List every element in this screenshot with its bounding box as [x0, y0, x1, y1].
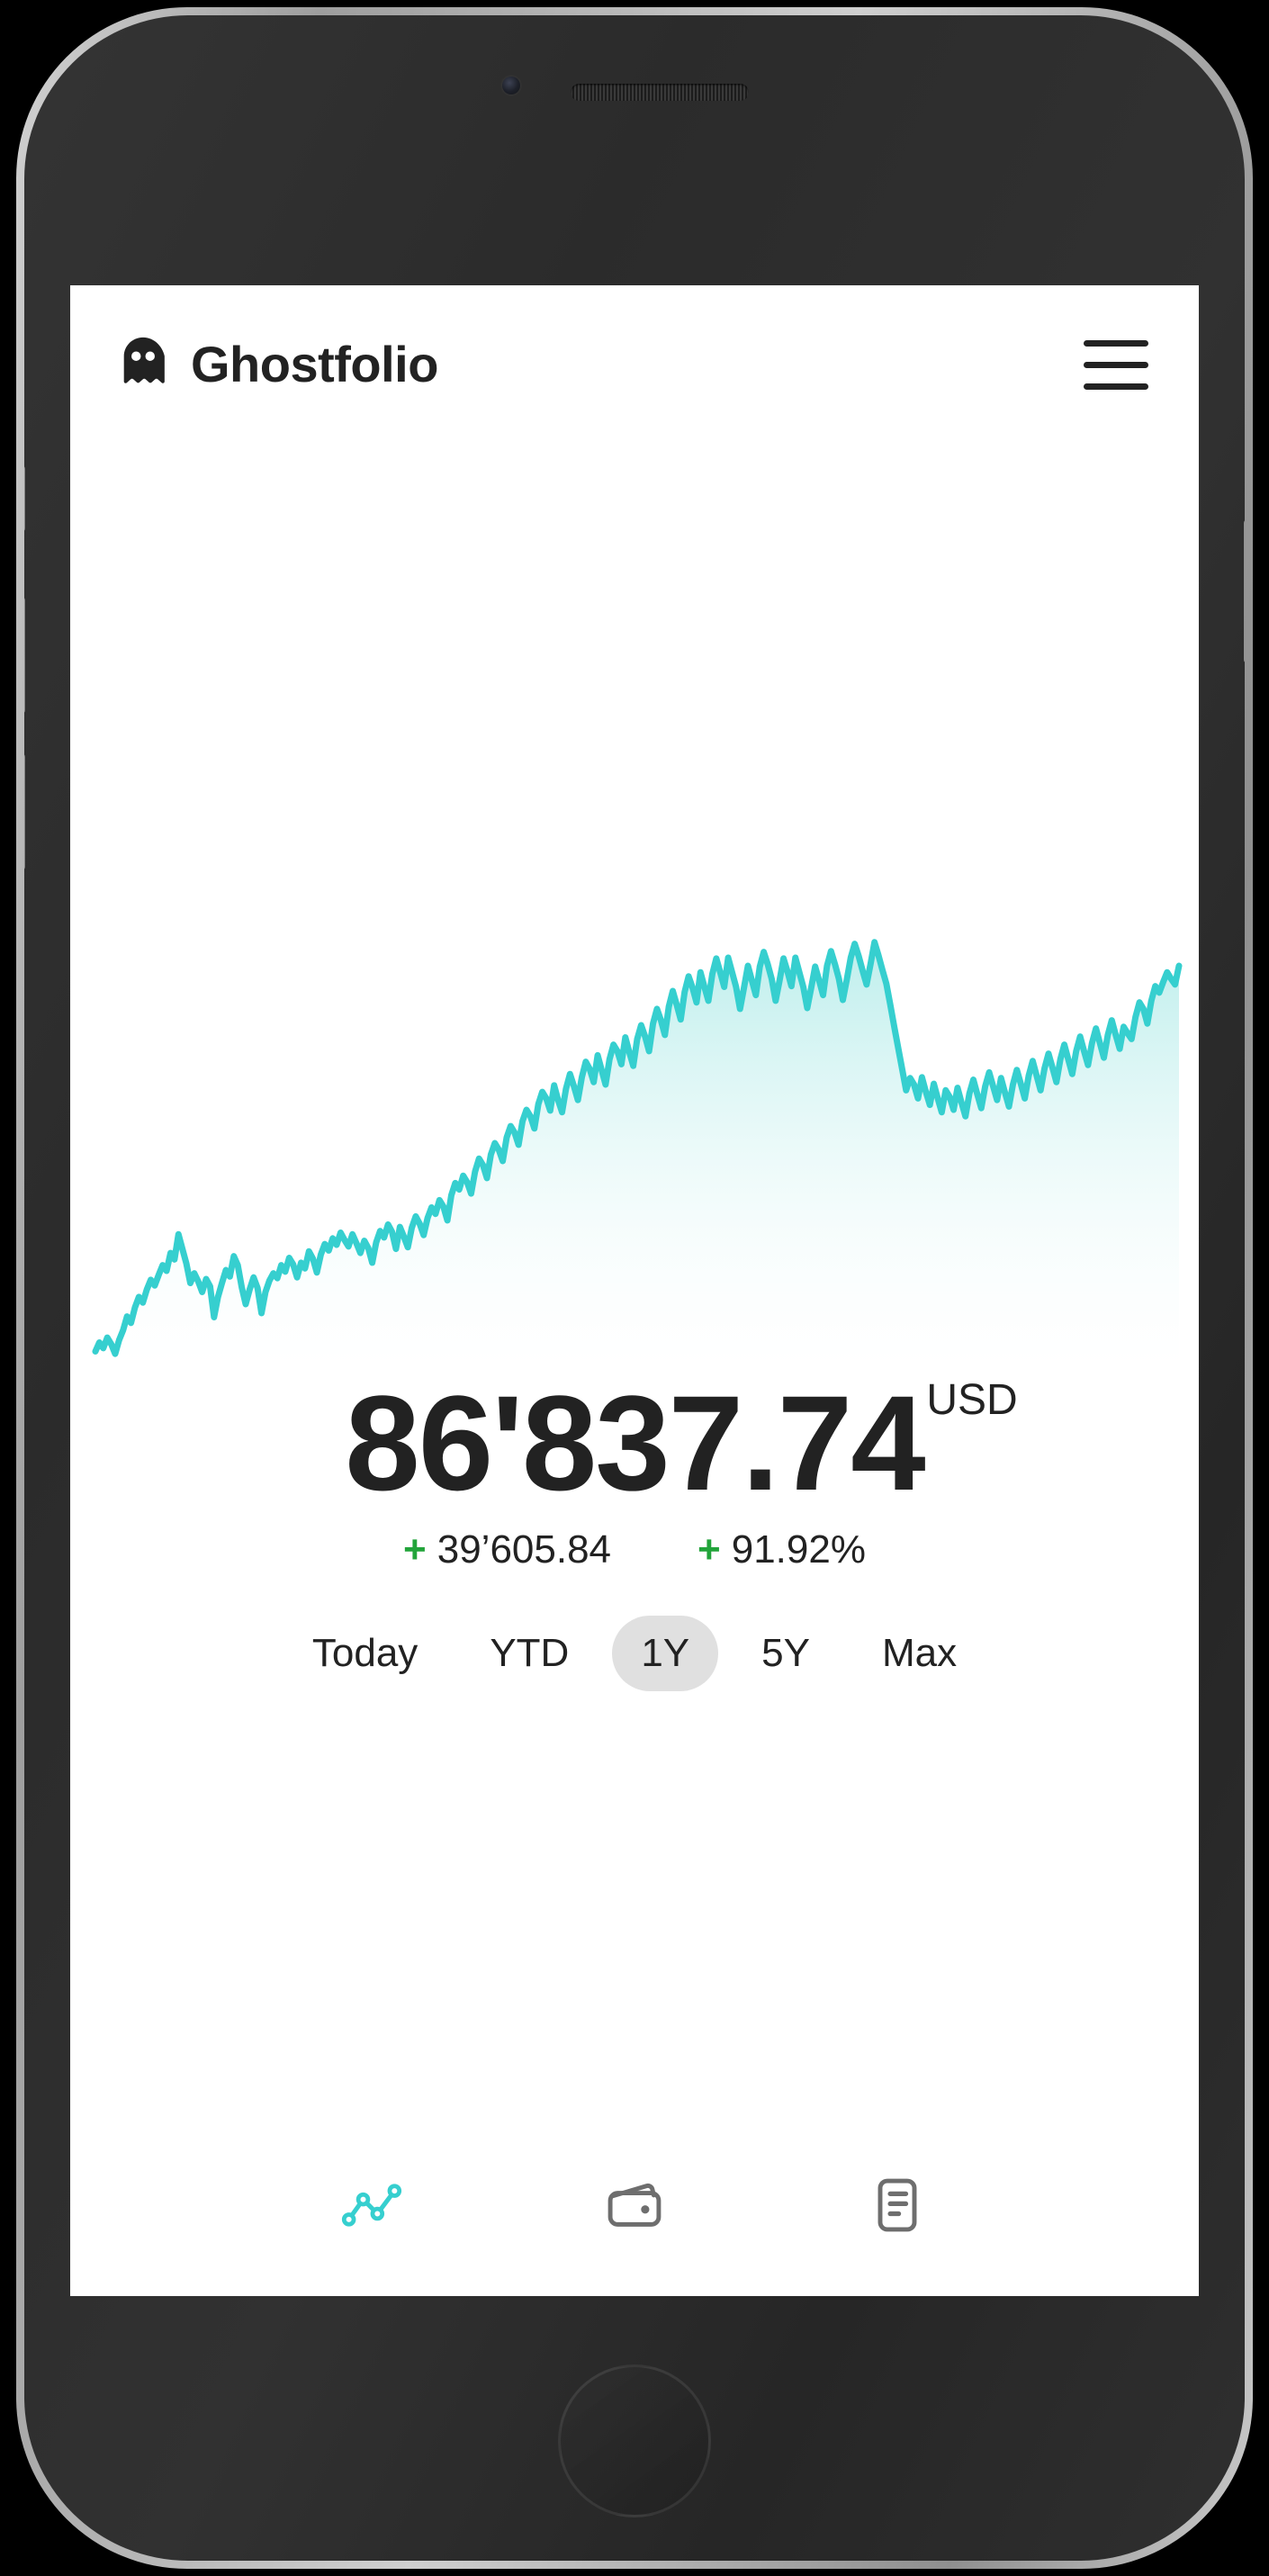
portfolio-value-number: 86'837.74 — [345, 1367, 925, 1518]
wallet-icon — [600, 2171, 669, 2242]
date-range-tabs: Today YTD 1Y 5Y Max — [70, 1616, 1199, 1692]
absolute-change: + 39’605.84 — [403, 1527, 611, 1572]
hamburger-menu-icon[interactable] — [1073, 321, 1159, 408]
volume-up-button[interactable] — [24, 597, 25, 714]
range-tab-today[interactable]: Today — [284, 1616, 446, 1691]
range-tab-1y[interactable]: 1Y — [612, 1616, 719, 1692]
menu-line-1 — [1084, 339, 1148, 347]
phone-outer-frame: Ghostfolio — [16, 7, 1253, 2569]
phone-screen: Ghostfolio — [70, 285, 1199, 2296]
percent-change-sign: + — [698, 1527, 721, 1572]
currency-label: USD — [926, 1376, 1018, 1424]
silent-switch-button[interactable] — [24, 465, 25, 532]
range-tab-max[interactable]: Max — [853, 1616, 986, 1691]
ghostfolio-app: Ghostfolio — [70, 285, 1199, 2296]
camera-icon — [502, 77, 520, 95]
portfolio-performance-chart[interactable] — [70, 930, 1199, 1371]
phone-body: Ghostfolio — [24, 15, 1245, 2561]
portfolio-value: 86'837.74 USD — [345, 1373, 1017, 1513]
menu-line-3 — [1084, 383, 1148, 390]
app-title: Ghostfolio — [191, 336, 438, 392]
home-button-icon[interactable] — [558, 2364, 711, 2517]
brand-logo[interactable]: Ghostfolio — [115, 335, 438, 395]
percent-change: + 91.92% — [698, 1527, 866, 1572]
ghost-icon — [115, 335, 171, 395]
percent-change-value: 91.92% — [731, 1527, 866, 1572]
app-header: Ghostfolio — [70, 285, 1199, 444]
speaker-grille-icon — [571, 84, 749, 101]
range-tab-ytd[interactable]: YTD — [461, 1616, 598, 1691]
portfolio-value-block: 86'837.74 USD + 39’605.84 + 91.92% — [70, 1373, 1199, 1692]
app-content: 86'837.74 USD + 39’605.84 + 91.92% — [70, 444, 1199, 2296]
line-chart-icon — [338, 2171, 406, 2242]
absolute-change-sign: + — [403, 1527, 427, 1572]
power-button[interactable] — [1244, 519, 1245, 663]
change-row: + 39’605.84 + 91.92% — [70, 1527, 1199, 1572]
nav-item-portfolio[interactable] — [580, 2152, 688, 2260]
volume-down-button[interactable] — [24, 753, 25, 870]
document-icon — [863, 2171, 932, 2242]
menu-line-2 — [1084, 361, 1148, 368]
absolute-change-value: 39’605.84 — [436, 1527, 612, 1572]
nav-item-summary[interactable] — [843, 2152, 951, 2260]
range-tab-5y[interactable]: 5Y — [733, 1616, 839, 1691]
bottom-navigation — [70, 2116, 1199, 2296]
nav-item-overview[interactable] — [318, 2152, 426, 2260]
